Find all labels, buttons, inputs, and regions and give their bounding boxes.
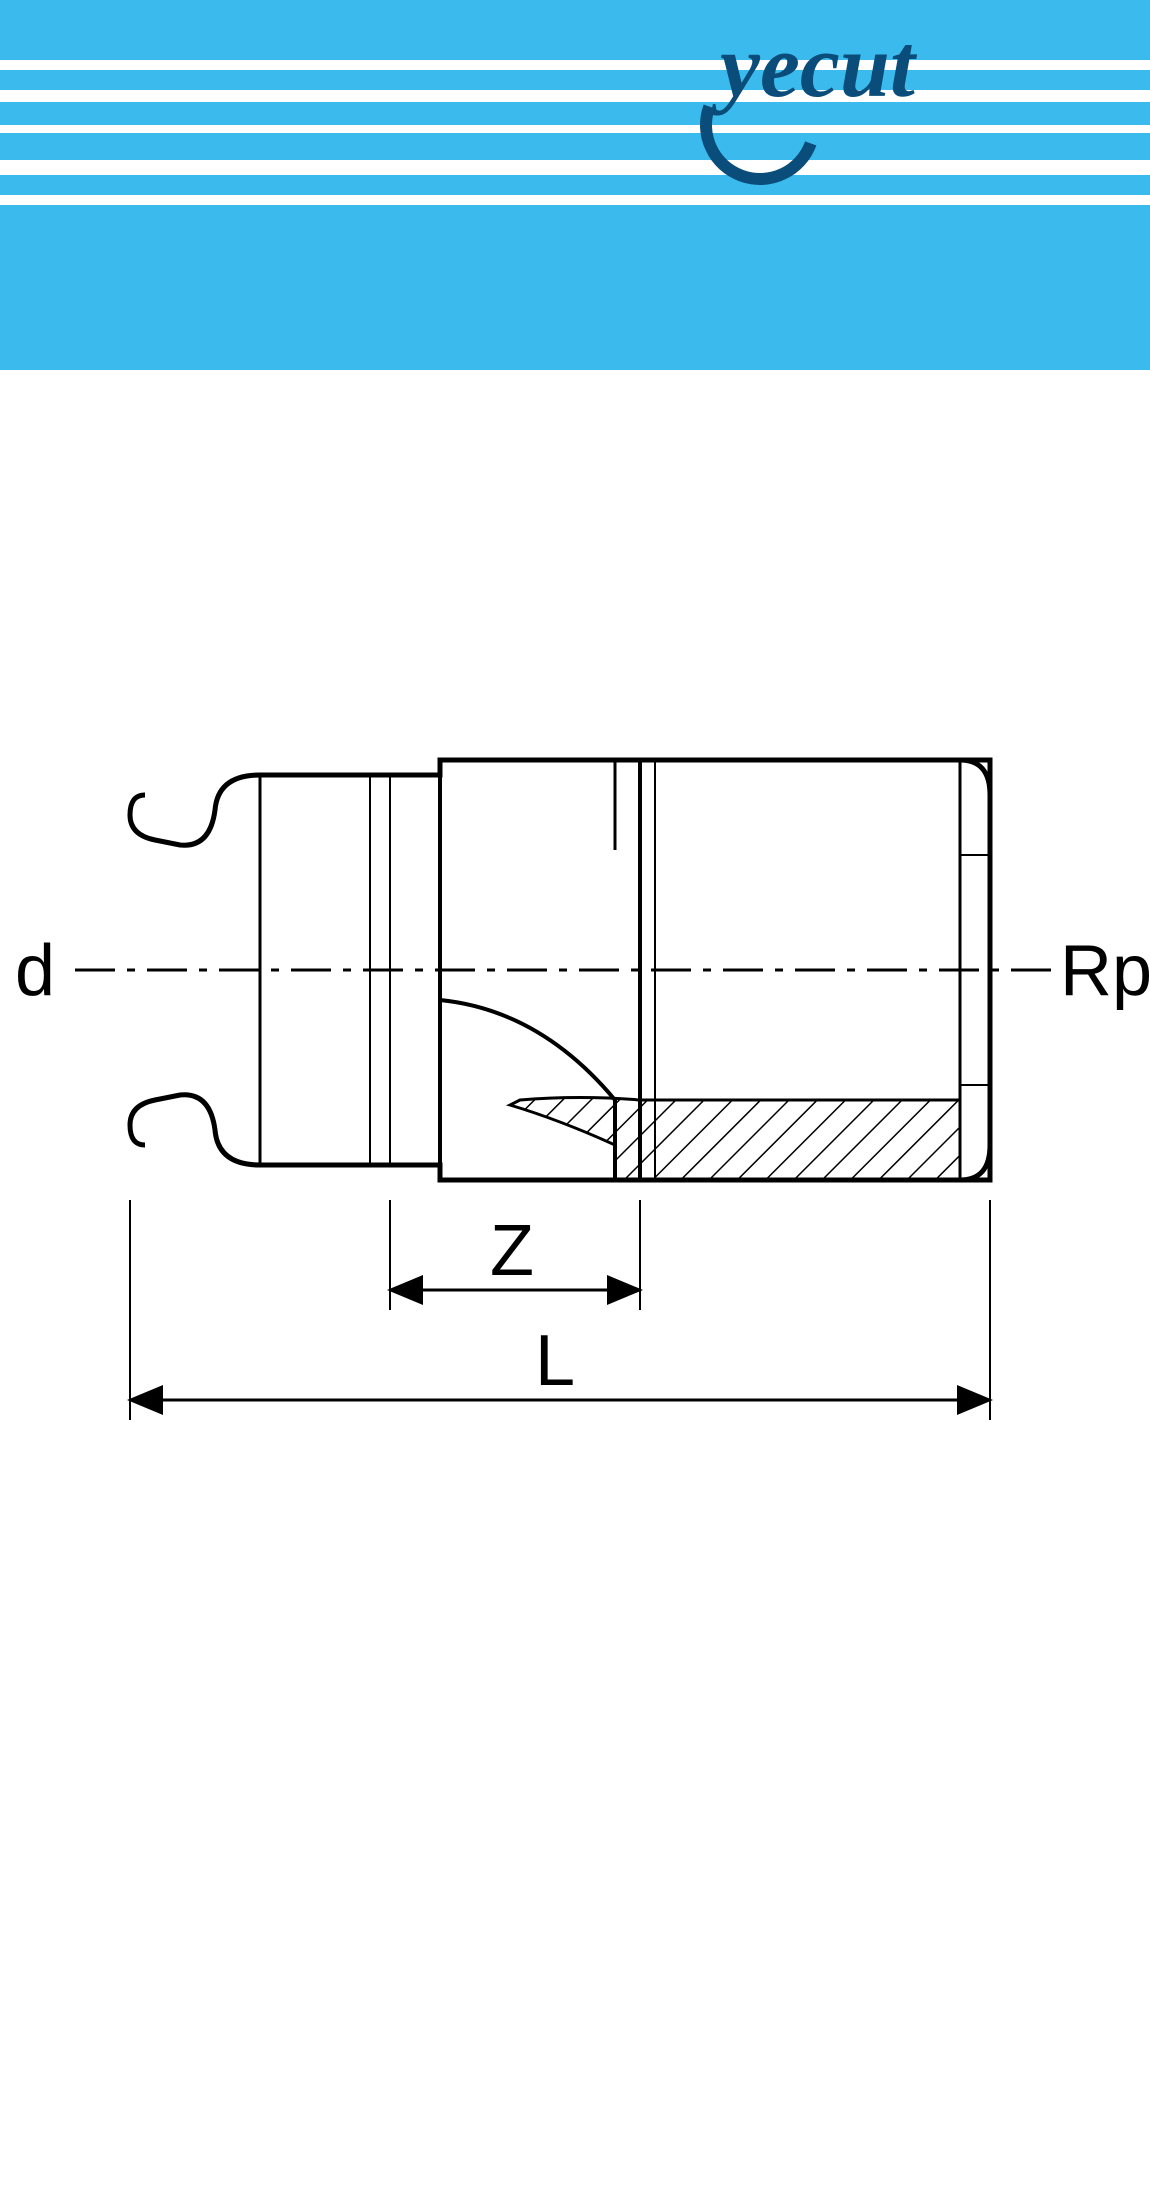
technical-diagram: d Rp Z L (0, 700, 1150, 1600)
label-d: d (15, 931, 55, 1011)
label-rp: Rp (1060, 931, 1150, 1011)
section-hatch-transition (510, 1098, 640, 1181)
header-band: yecut (0, 0, 1150, 370)
corner (960, 1145, 990, 1180)
logo: yecut (720, 15, 1070, 155)
label-l: L (535, 1321, 575, 1401)
label-z: Z (490, 1211, 534, 1291)
stripe (0, 160, 1150, 175)
stripe (0, 195, 1150, 205)
section-hatch (640, 1100, 960, 1180)
corner (960, 760, 990, 795)
diagram-svg: d Rp Z L (0, 700, 1150, 1600)
